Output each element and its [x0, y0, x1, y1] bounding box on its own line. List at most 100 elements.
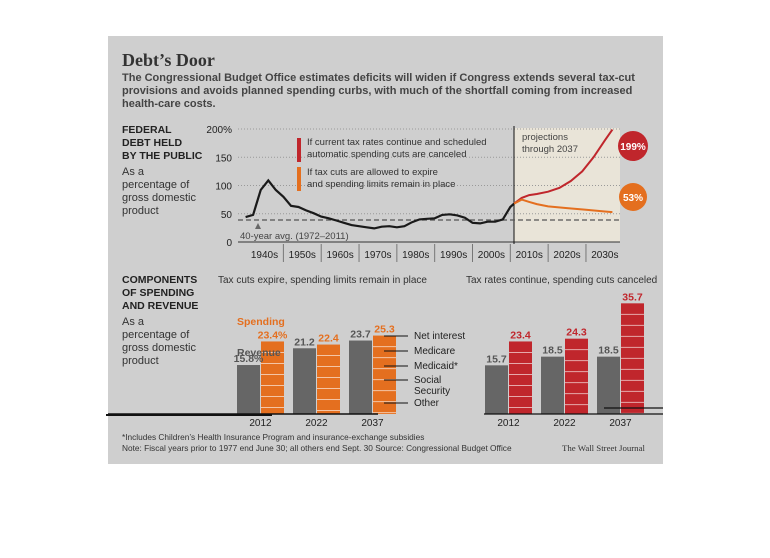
- y-tick-label: 200%: [206, 125, 232, 136]
- component-label: Security: [414, 386, 450, 397]
- revenue-value-label: 15.8%: [234, 353, 264, 365]
- revenue-bar: [349, 340, 372, 414]
- projection-shade: [514, 128, 620, 242]
- category-label: 2012: [249, 418, 272, 429]
- component-label: Medicare: [414, 346, 456, 357]
- revenue-value-label: 18.5: [598, 345, 619, 357]
- legend-line: If tax cuts are allowed to expire: [307, 167, 438, 178]
- revenue-value-label: 23.7: [350, 329, 371, 341]
- projections-label: projections through 2037: [522, 132, 578, 156]
- components-bar-charts: 15.8% 23.4% 2012 21.2 22.4 2022 23.7 25.3 2037 1…: [108, 291, 663, 429]
- spending-value-label: 24.3: [566, 327, 587, 339]
- left-bar-chart-title: Tax cuts expire, spending limits remain …: [218, 275, 427, 286]
- components-desc-line: As a: [122, 316, 145, 328]
- projections-line: through 2037: [522, 144, 578, 155]
- components-heading: COMPONENTS OF SPENDING AND REVENUE: [122, 274, 198, 313]
- revenue-bar: [237, 365, 260, 414]
- credit: The Wall Street Journal: [562, 443, 645, 453]
- spending-bar: [565, 338, 588, 414]
- x-tick-label: 2020s: [553, 250, 580, 261]
- chart-subtitle: The Congressional Budget Office estimate…: [122, 72, 635, 110]
- legend-red-text: If current tax rates continue and schedu…: [307, 137, 487, 161]
- spending-value-label: 25.3: [374, 324, 395, 336]
- revenue-value-label: 18.5: [542, 345, 563, 357]
- legend-orange-text: If tax cuts are allowed to expire and sp…: [307, 167, 455, 191]
- x-tick-label: 2010s: [516, 250, 543, 261]
- end-bubble-orange: [619, 183, 647, 211]
- components-heading-line: OF SPENDING: [122, 287, 195, 299]
- x-tick-label: 1980s: [402, 250, 429, 261]
- y-tick-label: 0: [226, 238, 232, 249]
- category-label: 2022: [305, 418, 328, 429]
- debt-desc-line: product: [122, 205, 159, 217]
- end-label-orange: 53%: [623, 193, 643, 204]
- legend-line: If current tax rates continue and schedu…: [307, 137, 487, 148]
- historical-debt-line: [245, 178, 515, 230]
- revenue-value-label: 21.2: [294, 336, 315, 348]
- y-tick-label: 100: [215, 182, 232, 193]
- legend-line: automatic spending cuts are canceled: [307, 149, 467, 160]
- category-label: 2037: [609, 418, 632, 429]
- revenue-bar: [597, 356, 620, 414]
- legend-swatch-orange: [297, 167, 301, 191]
- components-description: As a percentage of gross domestic produc…: [122, 316, 196, 368]
- average-label: 40-year avg. (1972–2011): [240, 231, 349, 242]
- end-bubble-red: [618, 131, 648, 161]
- y-tick-label: 150: [215, 153, 232, 164]
- chart-panel: Debt’s Door The Congressional Budget Off…: [108, 36, 663, 464]
- components-heading-line: COMPONENTS: [122, 274, 198, 286]
- component-label: Medicaid*: [414, 361, 458, 372]
- debt-description: As a percentage of gross domestic produc…: [122, 166, 196, 218]
- y-tick-label: 50: [221, 210, 233, 221]
- revenue-bar: [541, 356, 564, 414]
- x-tick-label: 1990s: [440, 250, 467, 261]
- category-label: 2012: [497, 418, 520, 429]
- revenue-bar: [485, 365, 508, 414]
- components-heading-line: AND REVENUE: [122, 300, 199, 312]
- legend-swatch-red: [297, 138, 301, 162]
- outer-rule: [106, 414, 272, 416]
- spending-value-label: 23.4: [510, 329, 531, 341]
- spending-bar: [373, 335, 396, 414]
- x-tick-label: 2000s: [478, 250, 505, 261]
- spending-value-label: 22.4: [318, 333, 339, 345]
- spending-value-label: 23.4%: [258, 329, 288, 341]
- debt-heading-line: BY THE PUBLIC: [122, 150, 203, 162]
- components-desc-line: product: [122, 355, 159, 367]
- x-tick-label: 2030s: [591, 250, 618, 261]
- category-label: 2037: [361, 418, 384, 429]
- x-tick-label: 1960s: [326, 250, 353, 261]
- category-label: 2022: [553, 418, 576, 429]
- legend-line: and spending limits remain in place: [307, 179, 456, 190]
- spending-bar: [509, 341, 532, 414]
- component-label: Net interest: [414, 331, 465, 342]
- orange-projection-line: [513, 198, 613, 214]
- average-marker-icon: [255, 223, 261, 229]
- footnote-2: Note: Fiscal years prior to 1977 end Jun…: [122, 443, 512, 453]
- spending-bar: [317, 344, 340, 414]
- spending-label: Spending: [237, 316, 285, 328]
- spending-bar: [261, 341, 284, 414]
- components-desc-line: percentage of: [122, 329, 190, 341]
- debt-desc-line: As a: [122, 166, 145, 178]
- right-bar-chart-title: Tax rates continue, spending cuts cancel…: [466, 275, 658, 286]
- footnote-1: *Includes Children’s Health Insurance Pr…: [122, 432, 425, 442]
- debt-heading-line: FEDERAL: [122, 124, 172, 136]
- revenue-value-label: 15.7: [486, 353, 507, 365]
- debt-heading: FEDERAL DEBT HELD BY THE PUBLIC: [122, 124, 202, 163]
- revenue-bar: [293, 348, 316, 414]
- x-tick-label: 1940s: [251, 250, 278, 261]
- x-tick-label: 1950s: [289, 250, 316, 261]
- component-label: Social: [414, 375, 441, 386]
- revenue-label: Revenue: [237, 347, 281, 359]
- debt-heading-line: DEBT HELD: [122, 137, 183, 149]
- spending-value-label: 35.7: [622, 291, 643, 303]
- end-label-red: 199%: [620, 142, 646, 153]
- debt-desc-line: gross domestic: [122, 192, 196, 204]
- components-desc-line: gross domestic: [122, 342, 196, 354]
- red-projection-line: [513, 129, 614, 205]
- component-label: Other: [414, 398, 440, 409]
- projections-line: projections: [522, 132, 568, 143]
- x-tick-label: 1970s: [364, 250, 391, 261]
- chart-title: Debt’s Door: [122, 50, 215, 70]
